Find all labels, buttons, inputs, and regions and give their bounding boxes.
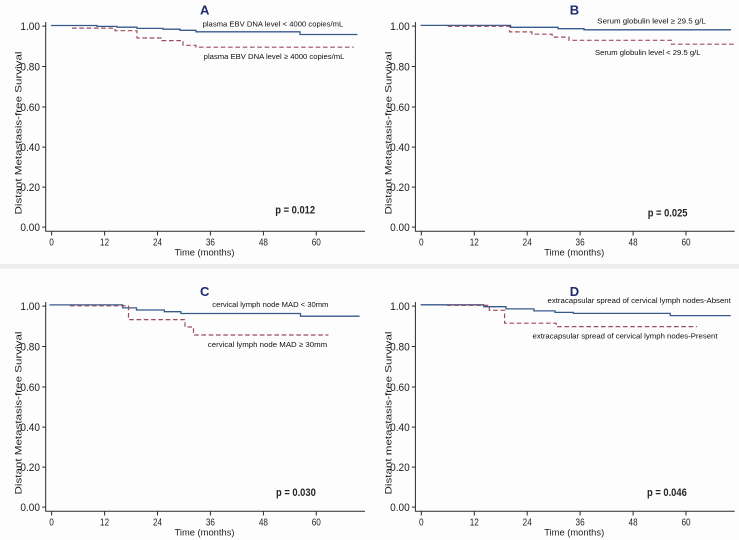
svg-text:D: D [570, 284, 579, 299]
svg-text:0.60: 0.60 [390, 102, 410, 114]
svg-text:p = 0.025: p = 0.025 [648, 208, 688, 220]
svg-text:12: 12 [100, 517, 109, 528]
svg-text:60: 60 [312, 517, 321, 528]
svg-text:cervical lymph node MAD < 30mm: cervical lymph node MAD < 30mm [212, 300, 328, 309]
svg-text:0.40: 0.40 [390, 422, 410, 434]
svg-text:36: 36 [206, 517, 215, 528]
svg-text:Serum globulin level ≥ 29.5 g/: Serum globulin level ≥ 29.5 g/L [597, 17, 706, 26]
svg-text:24: 24 [153, 237, 162, 248]
svg-text:48: 48 [259, 517, 268, 528]
svg-text:0.80: 0.80 [390, 342, 410, 354]
svg-text:extracapsular spread of cervic: extracapsular spread of cervical lymph n… [533, 331, 719, 340]
svg-text:36: 36 [576, 517, 585, 528]
svg-text:48: 48 [259, 237, 268, 248]
svg-text:0.20: 0.20 [20, 462, 40, 474]
svg-text:Distant Metastasis-free Surviv: Distant Metastasis-free Survival [14, 332, 25, 495]
svg-text:Serum globulin level < 29.5 g/: Serum globulin level < 29.5 g/L [595, 48, 701, 57]
svg-text:Time (months): Time (months) [544, 526, 604, 537]
svg-text:0.80: 0.80 [20, 342, 40, 354]
svg-text:A: A [200, 3, 210, 18]
svg-text:0.60: 0.60 [390, 382, 410, 394]
svg-text:0.60: 0.60 [20, 102, 40, 114]
svg-text:Time (months): Time (months) [544, 246, 604, 257]
svg-text:0.20: 0.20 [390, 462, 410, 474]
svg-text:1.00: 1.00 [390, 301, 410, 313]
svg-text:C: C [200, 284, 210, 299]
svg-text:48: 48 [629, 517, 638, 528]
svg-text:0.00: 0.00 [390, 502, 410, 514]
svg-text:p = 0.046: p = 0.046 [647, 487, 687, 499]
svg-text:0: 0 [419, 517, 424, 528]
svg-text:0.00: 0.00 [20, 222, 40, 234]
svg-text:plasma EBV DNA level ≥ 4000 co: plasma EBV DNA level ≥ 4000 copies/mL [204, 52, 345, 61]
svg-text:Time (months): Time (months) [175, 246, 235, 257]
svg-text:12: 12 [470, 237, 479, 248]
svg-text:12: 12 [100, 237, 109, 248]
svg-text:24: 24 [153, 517, 162, 528]
svg-text:0.00: 0.00 [20, 502, 40, 514]
svg-text:0: 0 [49, 237, 54, 248]
svg-text:1.00: 1.00 [20, 301, 40, 313]
svg-text:0.40: 0.40 [20, 142, 40, 154]
svg-text:1.00: 1.00 [390, 21, 410, 33]
svg-text:60: 60 [681, 237, 690, 248]
svg-text:0.40: 0.40 [390, 142, 410, 154]
svg-text:plasma EBV DNA level < 4000 co: plasma EBV DNA level < 4000 copies/mL [203, 19, 344, 28]
svg-text:0.80: 0.80 [20, 62, 40, 74]
svg-text:1.00: 1.00 [20, 21, 40, 33]
svg-text:Distant Metastasis-free Surviv: Distant Metastasis-free Survival [383, 52, 394, 215]
svg-text:Distant Metastasis-free Surviv: Distant Metastasis-free Survival [14, 52, 25, 215]
svg-text:p = 0.012: p = 0.012 [275, 205, 315, 217]
svg-text:60: 60 [681, 517, 690, 528]
svg-text:36: 36 [206, 237, 215, 248]
svg-text:Distant metastasis-free Surviv: Distant metastasis-free Survival [383, 332, 394, 495]
svg-text:36: 36 [576, 237, 585, 248]
svg-text:Time (months): Time (months) [175, 526, 235, 537]
svg-text:60: 60 [312, 237, 321, 248]
svg-text:0.20: 0.20 [20, 182, 40, 194]
svg-text:0: 0 [49, 517, 54, 528]
svg-text:0.00: 0.00 [390, 222, 410, 234]
svg-text:0.40: 0.40 [20, 422, 40, 434]
svg-text:p = 0.030: p = 0.030 [276, 487, 316, 499]
svg-text:cervical lymph node MAD ≥ 30mm: cervical lymph node MAD ≥ 30mm [208, 340, 327, 349]
svg-text:B: B [570, 3, 579, 18]
svg-text:48: 48 [629, 237, 638, 248]
svg-text:0.60: 0.60 [20, 382, 40, 394]
svg-text:24: 24 [523, 237, 532, 248]
svg-text:extracapsular spread of cervic: extracapsular spread of cervical lymph n… [548, 296, 732, 305]
svg-text:0.80: 0.80 [390, 62, 410, 74]
svg-text:12: 12 [470, 517, 479, 528]
svg-text:24: 24 [523, 517, 532, 528]
svg-text:0: 0 [419, 237, 424, 248]
svg-text:0.20: 0.20 [390, 182, 410, 194]
